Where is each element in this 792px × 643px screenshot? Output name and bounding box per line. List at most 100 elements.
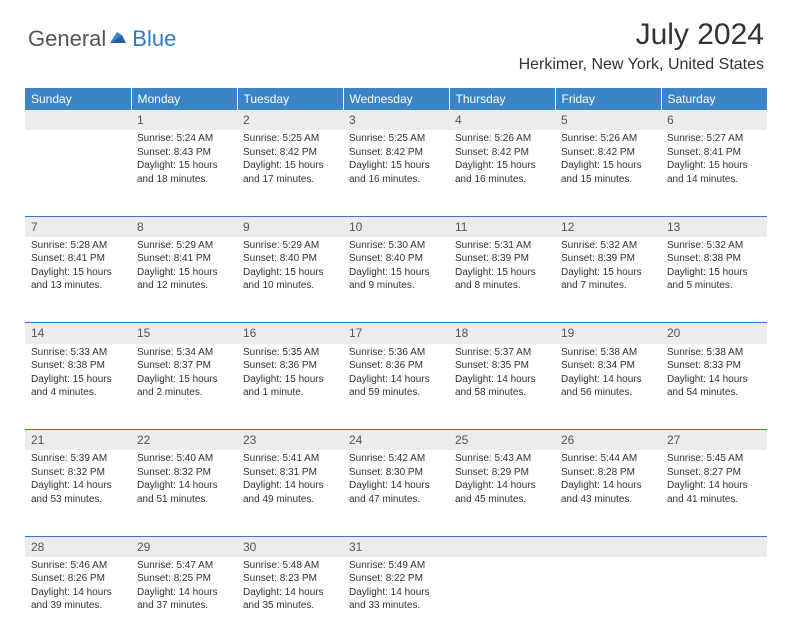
daylight-text: Daylight: 14 hours and 51 minutes.	[137, 479, 231, 506]
daylight-text: Daylight: 14 hours and 37 minutes.	[137, 586, 231, 613]
sunset-text: Sunset: 8:23 PM	[243, 572, 337, 586]
sunset-text: Sunset: 8:42 PM	[349, 146, 443, 160]
sunrise-text: Sunrise: 5:24 AM	[137, 132, 231, 146]
sunrise-text: Sunrise: 5:48 AM	[243, 559, 337, 573]
sunrise-text: Sunrise: 5:32 AM	[561, 239, 655, 253]
sunset-text: Sunset: 8:30 PM	[349, 466, 443, 480]
sunset-text: Sunset: 8:38 PM	[31, 359, 125, 373]
day-number: 18	[449, 323, 555, 344]
sunset-text: Sunset: 8:34 PM	[561, 359, 655, 373]
sunrise-text: Sunrise: 5:36 AM	[349, 346, 443, 360]
title-block: July 2024 Herkimer, New York, United Sta…	[519, 18, 764, 74]
sunrise-text: Sunrise: 5:33 AM	[31, 346, 125, 360]
page-header: General Blue July 2024 Herkimer, New Yor…	[0, 0, 792, 78]
sunrise-text: Sunrise: 5:44 AM	[561, 452, 655, 466]
day-cell: Sunrise: 5:25 AMSunset: 8:42 PMDaylight:…	[343, 130, 449, 216]
sunrise-text: Sunrise: 5:27 AM	[667, 132, 761, 146]
day-number: 20	[661, 323, 767, 344]
sunset-text: Sunset: 8:41 PM	[137, 252, 231, 266]
sunrise-text: Sunrise: 5:37 AM	[455, 346, 549, 360]
sunrise-text: Sunrise: 5:35 AM	[243, 346, 337, 360]
daylight-text: Daylight: 15 hours and 9 minutes.	[349, 266, 443, 293]
sunset-text: Sunset: 8:36 PM	[349, 359, 443, 373]
day-number: 27	[661, 430, 767, 451]
day-number: 8	[131, 216, 237, 237]
daylight-text: Daylight: 15 hours and 16 minutes.	[455, 159, 549, 186]
day-number: 21	[25, 430, 131, 451]
day-number	[25, 110, 131, 130]
day-number: 15	[131, 323, 237, 344]
sunset-text: Sunset: 8:35 PM	[455, 359, 549, 373]
daylight-text: Daylight: 14 hours and 39 minutes.	[31, 586, 125, 613]
day-cell: Sunrise: 5:34 AMSunset: 8:37 PMDaylight:…	[131, 344, 237, 430]
day-cell: Sunrise: 5:38 AMSunset: 8:33 PMDaylight:…	[661, 344, 767, 430]
daylight-text: Daylight: 14 hours and 59 minutes.	[349, 373, 443, 400]
sunset-text: Sunset: 8:41 PM	[31, 252, 125, 266]
daylight-text: Daylight: 15 hours and 13 minutes.	[31, 266, 125, 293]
logo-text-1: General	[28, 26, 106, 52]
day-body-row: Sunrise: 5:28 AMSunset: 8:41 PMDaylight:…	[25, 237, 767, 323]
sunset-text: Sunset: 8:32 PM	[31, 466, 125, 480]
day-number: 26	[555, 430, 661, 451]
calendar-table: Sunday Monday Tuesday Wednesday Thursday…	[25, 88, 767, 643]
day-cell: Sunrise: 5:29 AMSunset: 8:41 PMDaylight:…	[131, 237, 237, 323]
day-number	[661, 536, 767, 557]
sunrise-text: Sunrise: 5:29 AM	[243, 239, 337, 253]
weekday-header: Friday	[555, 88, 661, 110]
daylight-text: Daylight: 14 hours and 53 minutes.	[31, 479, 125, 506]
sunset-text: Sunset: 8:43 PM	[137, 146, 231, 160]
daylight-text: Daylight: 15 hours and 5 minutes.	[667, 266, 761, 293]
day-cell: Sunrise: 5:28 AMSunset: 8:41 PMDaylight:…	[25, 237, 131, 323]
daylight-text: Daylight: 14 hours and 41 minutes.	[667, 479, 761, 506]
day-cell: Sunrise: 5:41 AMSunset: 8:31 PMDaylight:…	[237, 450, 343, 536]
day-cell: Sunrise: 5:46 AMSunset: 8:26 PMDaylight:…	[25, 557, 131, 643]
sunset-text: Sunset: 8:28 PM	[561, 466, 655, 480]
sunrise-text: Sunrise: 5:39 AM	[31, 452, 125, 466]
sunrise-text: Sunrise: 5:41 AM	[243, 452, 337, 466]
sunrise-text: Sunrise: 5:25 AM	[349, 132, 443, 146]
day-number: 23	[237, 430, 343, 451]
sunrise-text: Sunrise: 5:31 AM	[455, 239, 549, 253]
day-cell: Sunrise: 5:26 AMSunset: 8:42 PMDaylight:…	[449, 130, 555, 216]
day-number: 19	[555, 323, 661, 344]
day-number: 3	[343, 110, 449, 130]
sunrise-text: Sunrise: 5:47 AM	[137, 559, 231, 573]
sunrise-text: Sunrise: 5:38 AM	[561, 346, 655, 360]
daylight-text: Daylight: 15 hours and 2 minutes.	[137, 373, 231, 400]
day-number: 4	[449, 110, 555, 130]
day-cell: Sunrise: 5:40 AMSunset: 8:32 PMDaylight:…	[131, 450, 237, 536]
daylight-text: Daylight: 15 hours and 17 minutes.	[243, 159, 337, 186]
daylight-text: Daylight: 14 hours and 47 minutes.	[349, 479, 443, 506]
day-cell: Sunrise: 5:42 AMSunset: 8:30 PMDaylight:…	[343, 450, 449, 536]
sunrise-text: Sunrise: 5:26 AM	[455, 132, 549, 146]
weekday-header: Saturday	[661, 88, 767, 110]
day-number: 30	[237, 536, 343, 557]
day-number-row: 123456	[25, 110, 767, 130]
day-cell: Sunrise: 5:32 AMSunset: 8:39 PMDaylight:…	[555, 237, 661, 323]
day-number: 1	[131, 110, 237, 130]
day-number-row: 21222324252627	[25, 430, 767, 451]
day-cell: Sunrise: 5:24 AMSunset: 8:43 PMDaylight:…	[131, 130, 237, 216]
sunrise-text: Sunrise: 5:32 AM	[667, 239, 761, 253]
day-number-row: 78910111213	[25, 216, 767, 237]
daylight-text: Daylight: 14 hours and 49 minutes.	[243, 479, 337, 506]
day-number: 14	[25, 323, 131, 344]
sunset-text: Sunset: 8:40 PM	[243, 252, 337, 266]
daylight-text: Daylight: 14 hours and 56 minutes.	[561, 373, 655, 400]
day-cell: Sunrise: 5:45 AMSunset: 8:27 PMDaylight:…	[661, 450, 767, 536]
sunset-text: Sunset: 8:42 PM	[243, 146, 337, 160]
sunset-text: Sunset: 8:41 PM	[667, 146, 761, 160]
day-cell: Sunrise: 5:30 AMSunset: 8:40 PMDaylight:…	[343, 237, 449, 323]
daylight-text: Daylight: 15 hours and 10 minutes.	[243, 266, 337, 293]
day-cell: Sunrise: 5:25 AMSunset: 8:42 PMDaylight:…	[237, 130, 343, 216]
day-cell: Sunrise: 5:35 AMSunset: 8:36 PMDaylight:…	[237, 344, 343, 430]
day-number: 16	[237, 323, 343, 344]
daylight-text: Daylight: 14 hours and 33 minutes.	[349, 586, 443, 613]
sunset-text: Sunset: 8:33 PM	[667, 359, 761, 373]
day-body-row: Sunrise: 5:39 AMSunset: 8:32 PMDaylight:…	[25, 450, 767, 536]
weekday-header: Wednesday	[343, 88, 449, 110]
daylight-text: Daylight: 14 hours and 45 minutes.	[455, 479, 549, 506]
sunset-text: Sunset: 8:27 PM	[667, 466, 761, 480]
sunrise-text: Sunrise: 5:45 AM	[667, 452, 761, 466]
day-number-row: 28293031	[25, 536, 767, 557]
